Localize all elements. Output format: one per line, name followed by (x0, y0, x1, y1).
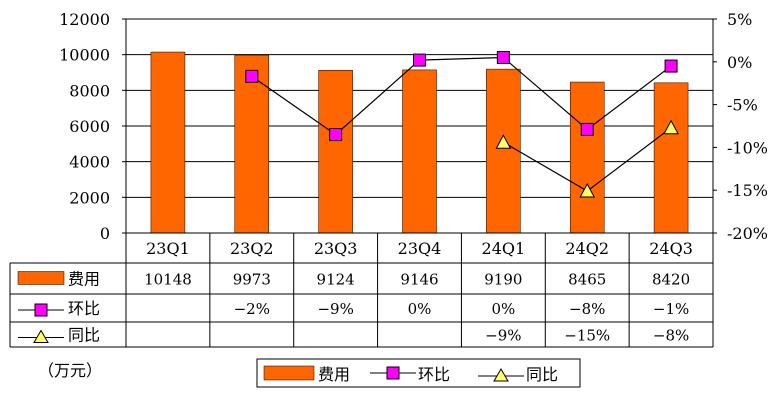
legend-key-bar (263, 365, 315, 381)
bar (569, 81, 605, 234)
bar (486, 68, 521, 234)
line-series (245, 51, 679, 198)
data-label: −8% (569, 300, 605, 318)
left-tick-label: 0 (100, 224, 110, 243)
data-label: 9146 (400, 271, 438, 289)
data-label: 8420 (652, 271, 690, 289)
yoy-marker (495, 134, 512, 149)
bar (150, 51, 186, 234)
right-tick-label: -5% (727, 96, 758, 115)
right-axis-ticks: 5% 0% -5% -10% -15% -20% (713, 10, 768, 243)
row-label: 同比 (68, 326, 100, 345)
right-tick-label: 0% (727, 53, 752, 72)
right-tick-label: -15% (727, 181, 768, 200)
row-label: 环比 (68, 299, 100, 318)
category-label: 23Q1 (146, 239, 190, 258)
left-tick-label: 10000 (59, 46, 110, 65)
yoy-marker (663, 119, 679, 135)
row-key-triangle (33, 329, 49, 343)
row-key-bar (17, 271, 65, 285)
row-key-square (34, 303, 48, 317)
right-tick-label: -20% (727, 224, 768, 243)
data-label: −9% (317, 300, 353, 318)
legend-label: 费用 (318, 365, 350, 384)
legend-key-triangle (493, 368, 509, 382)
left-tick-label: 8000 (69, 81, 110, 100)
series-line (251, 56, 672, 136)
data-label: 0% (408, 300, 432, 318)
category-label: 24Q2 (565, 239, 609, 258)
right-tick-label: 5% (727, 10, 752, 29)
right-tick-label: -10% (727, 138, 768, 157)
legend-label: 环比 (418, 365, 450, 384)
data-label: −9% (485, 327, 521, 345)
left-tick-label: 2000 (69, 188, 110, 207)
category-label: 23Q3 (314, 239, 358, 258)
category-label: 23Q2 (230, 239, 274, 258)
left-axis-ticks: 0 2000 4000 6000 8000 10000 12000 (59, 10, 126, 243)
qoq-marker (664, 59, 678, 73)
bar (653, 82, 689, 234)
left-tick-label: 4000 (69, 153, 110, 172)
qoq-marker (329, 128, 343, 142)
qoq-marker (413, 53, 426, 67)
legend-key-square (386, 366, 400, 380)
data-label: −2% (234, 300, 270, 318)
data-label: −15% (564, 327, 610, 345)
qoq-marker (580, 122, 594, 136)
bar-series (150, 51, 689, 234)
qoq-marker (496, 51, 510, 65)
left-tick-label: 6000 (69, 117, 110, 136)
data-label: 9190 (484, 271, 522, 289)
data-label: −8% (653, 327, 689, 345)
data-label: 9973 (233, 271, 271, 289)
data-label: 10148 (144, 271, 192, 289)
data-label: 0% (491, 300, 515, 318)
bar (318, 70, 353, 234)
left-tick-label: 12000 (59, 10, 110, 29)
data-label: −1% (653, 300, 689, 318)
bar (402, 69, 437, 234)
category-label: 24Q1 (482, 239, 526, 258)
legend-label: 同比 (526, 365, 558, 384)
qoq-marker (245, 69, 259, 83)
yoy-marker (579, 183, 596, 198)
category-label: 24Q3 (649, 239, 693, 258)
legend: 费用 环比 同比 (256, 358, 581, 388)
row-label: 费用 (68, 270, 100, 289)
data-label: 9124 (317, 271, 355, 289)
data-label: 8465 (568, 271, 606, 289)
unit-label: （万元） (38, 361, 102, 380)
category-label: 23Q4 (398, 239, 442, 258)
